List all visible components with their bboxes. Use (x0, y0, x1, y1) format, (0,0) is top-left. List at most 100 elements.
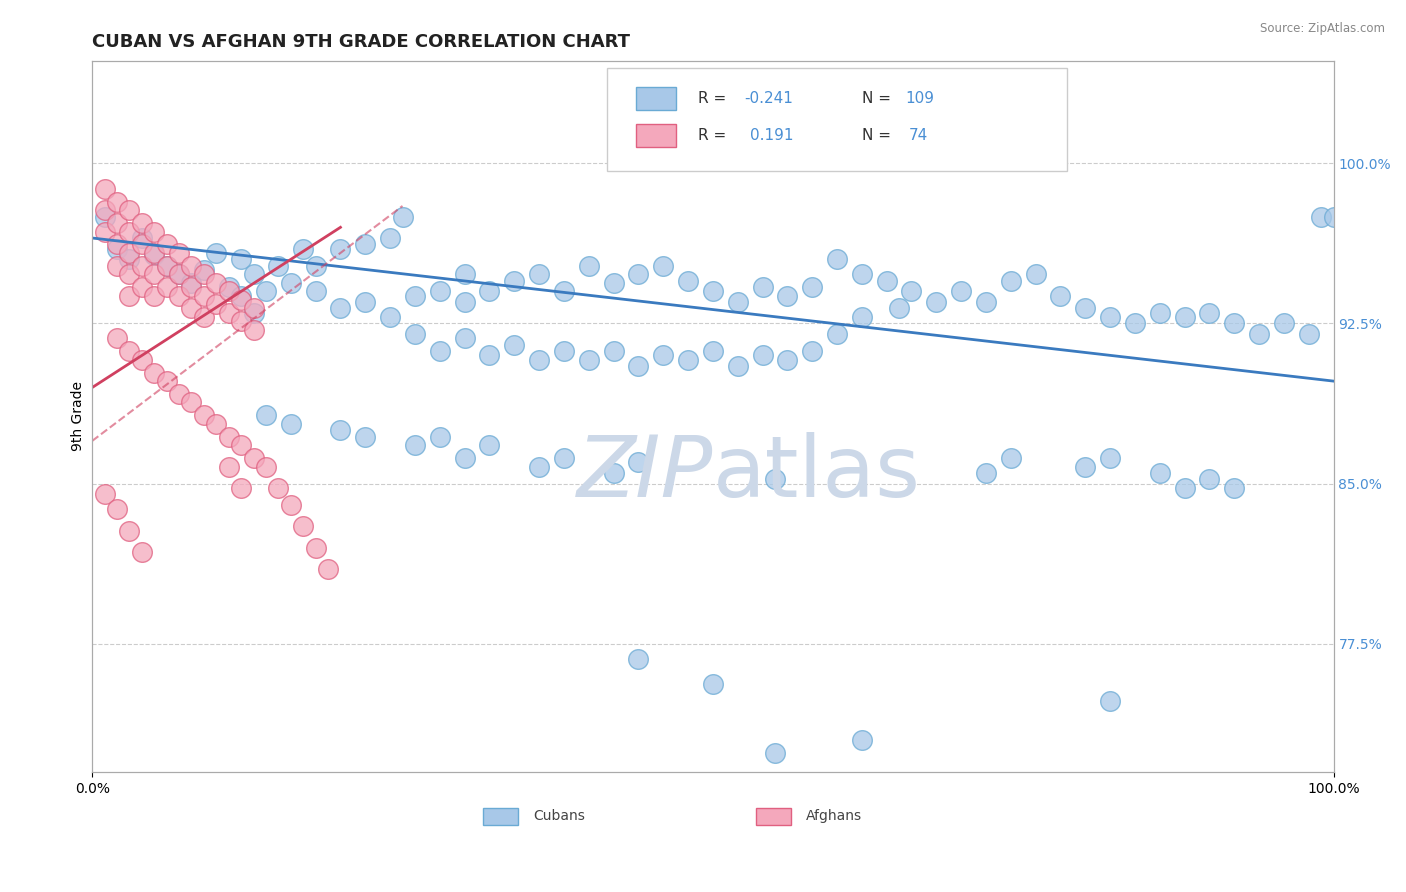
Text: Source: ZipAtlas.com: Source: ZipAtlas.com (1260, 22, 1385, 36)
Point (180, 395, 202, 409)
Point (1223, 317, 1246, 331)
Text: CUBAN VS AFGHAN 9TH GRADE CORRELATION CHART: CUBAN VS AFGHAN 9TH GRADE CORRELATION CH… (93, 33, 630, 51)
Point (702, 285, 724, 299)
Point (354, 237, 377, 252)
Point (280, 417, 302, 431)
Point (1322, 210, 1344, 224)
Point (478, 438, 501, 452)
Point (156, 280, 179, 294)
Point (776, 352, 799, 367)
Point (1198, 472, 1220, 486)
Point (131, 280, 153, 294)
Point (156, 259, 179, 273)
Text: 109: 109 (905, 91, 934, 106)
Point (974, 295, 997, 310)
Point (218, 430, 240, 444)
Point (242, 323, 264, 337)
Point (267, 259, 290, 273)
Point (193, 310, 215, 324)
Point (652, 349, 675, 363)
Point (429, 344, 451, 359)
Point (218, 285, 240, 299)
Point (193, 263, 215, 277)
Point (676, 352, 699, 367)
Point (801, 280, 824, 294)
FancyBboxPatch shape (607, 68, 1067, 171)
Point (751, 349, 773, 363)
Point (1099, 310, 1122, 324)
Point (652, 259, 675, 273)
Point (763, 746, 786, 760)
Point (751, 280, 773, 294)
Point (231, 481, 253, 495)
Point (1025, 268, 1047, 282)
Point (453, 295, 475, 310)
Point (292, 519, 315, 533)
Point (254, 459, 277, 474)
Point (851, 268, 873, 282)
Point (478, 349, 501, 363)
Point (851, 733, 873, 747)
Point (105, 259, 128, 273)
Point (627, 359, 650, 373)
Point (167, 288, 190, 302)
Text: ZIP: ZIP (576, 432, 713, 515)
Text: Afghans: Afghans (806, 809, 862, 823)
Point (354, 295, 377, 310)
Point (118, 344, 141, 359)
Point (378, 310, 401, 324)
Point (218, 459, 240, 474)
Point (105, 216, 128, 230)
Point (1223, 481, 1246, 495)
Point (1049, 288, 1071, 302)
Point (180, 301, 202, 316)
Point (218, 306, 240, 320)
Point (105, 237, 128, 252)
Point (205, 246, 228, 260)
Point (602, 466, 624, 480)
Point (727, 359, 749, 373)
Point (578, 352, 600, 367)
Point (887, 301, 910, 316)
Point (727, 295, 749, 310)
Point (143, 366, 166, 380)
Point (254, 409, 277, 423)
Point (93, 210, 115, 224)
Point (429, 285, 451, 299)
Point (93, 225, 115, 239)
Point (825, 327, 848, 342)
Point (974, 466, 997, 480)
Point (553, 285, 575, 299)
Point (602, 276, 624, 290)
Text: Cubans: Cubans (533, 809, 585, 823)
Point (156, 374, 179, 388)
Point (1099, 694, 1122, 708)
Point (105, 242, 128, 256)
Point (763, 472, 786, 486)
Point (453, 268, 475, 282)
Point (429, 430, 451, 444)
Point (925, 295, 948, 310)
FancyBboxPatch shape (636, 87, 676, 110)
Point (404, 438, 426, 452)
Point (527, 459, 550, 474)
Point (453, 450, 475, 465)
Point (950, 285, 973, 299)
Point (825, 252, 848, 267)
Point (900, 285, 922, 299)
Point (478, 285, 501, 299)
Point (1000, 274, 1022, 288)
Point (231, 252, 253, 267)
Point (180, 280, 202, 294)
Point (193, 288, 215, 302)
Point (1198, 306, 1220, 320)
Point (156, 237, 179, 252)
Point (1123, 317, 1146, 331)
Point (242, 306, 264, 320)
Y-axis label: 9th Grade: 9th Grade (72, 382, 86, 451)
Point (131, 237, 153, 252)
Point (242, 268, 264, 282)
Point (391, 210, 413, 224)
Point (1310, 210, 1333, 224)
Point (105, 331, 128, 345)
